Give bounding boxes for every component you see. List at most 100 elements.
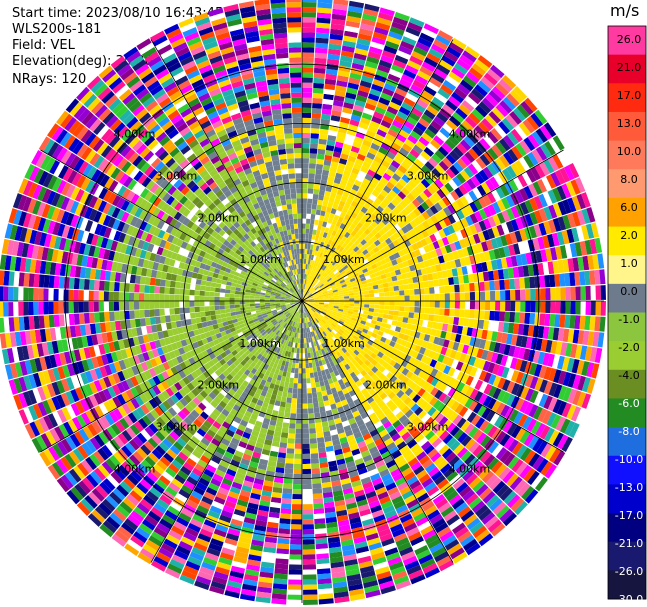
ppi-gate (311, 260, 315, 266)
ppi-gate (349, 119, 360, 127)
ppi-gate (359, 245, 366, 252)
ppi-gate (325, 73, 337, 81)
ppi-gate (302, 294, 304, 300)
ppi-gate (405, 214, 414, 223)
ppi-gate (329, 120, 340, 127)
ppi-gate (535, 338, 543, 351)
ppi-gate (345, 269, 352, 275)
ppi-gate (348, 264, 355, 270)
ppi-gate (350, 236, 357, 244)
ppi-gate (371, 189, 380, 198)
ppi-gate (347, 234, 354, 241)
ppi-gate (302, 238, 305, 244)
ppi-gate (554, 314, 561, 328)
ppi-gate (349, 72, 362, 81)
ppi-gate (302, 253, 305, 259)
ppi-gate (348, 205, 356, 212)
ppi-gate (303, 569, 317, 575)
ppi-gate (374, 197, 383, 206)
ppi-gate (385, 193, 394, 202)
ppi-gate (413, 225, 422, 235)
ppi-gate (345, 133, 355, 141)
ppi-gate (338, 268, 345, 274)
ppi-gate (425, 227, 434, 236)
ppi-gate (335, 264, 341, 270)
ppi-gate (454, 187, 464, 198)
ppi-gate (559, 273, 566, 287)
ppi-gate (428, 335, 436, 344)
ppi-gate (367, 125, 378, 134)
ppi-gate (442, 339, 450, 348)
ppi-gate (376, 168, 385, 177)
ppi-gate (481, 349, 489, 360)
ppi-gate (394, 305, 400, 311)
ppi-gate (390, 160, 401, 169)
ppi-gate (306, 279, 309, 285)
ppi-gate (479, 310, 485, 320)
ppi-gate (453, 276, 460, 285)
ppi-gate (483, 134, 495, 147)
ppi-gate (354, 179, 362, 187)
ppi-gate (556, 231, 565, 246)
ppi-gate (426, 217, 435, 227)
ppi-gate (352, 109, 363, 117)
ppi-gate (326, 262, 332, 269)
ppi-gate (347, 227, 354, 235)
ppi-gate (502, 322, 510, 333)
ppi-gate (342, 40, 356, 48)
ppi-gate (331, 110, 342, 117)
ppi-gate (308, 413, 315, 419)
ppi-gate (474, 222, 483, 233)
ppi-gate (371, 263, 378, 270)
ppi-gate (328, 130, 338, 137)
ppi-gate (345, 279, 351, 284)
ppi-gate (304, 289, 307, 295)
ppi-gate (355, 249, 362, 256)
ppi-gate (426, 185, 437, 195)
ppi-gate (313, 240, 318, 246)
ppi-gate (394, 115, 406, 125)
ppi-gate (312, 103, 322, 109)
ppi-gate (306, 213, 311, 219)
ppi-gate (342, 256, 349, 263)
ppi-gate (555, 341, 563, 355)
ppi-gate (314, 219, 319, 226)
ppi-gate (314, 272, 318, 278)
ppi-gate (351, 314, 358, 319)
ppi-gate (539, 161, 550, 176)
ppi-gate (381, 50, 396, 60)
ppi-gate (485, 179, 496, 192)
ppi-gate (359, 217, 367, 225)
ppi-gate (488, 341, 496, 352)
ppi-gate (518, 347, 526, 360)
ppi-gate (453, 317, 460, 326)
ppi-gate (311, 282, 315, 288)
ppi-gate (323, 159, 332, 166)
ppi-gate (480, 301, 486, 310)
ppi-gate (303, 284, 305, 290)
ppi-gate (321, 287, 327, 291)
ppi-gate (309, 372, 315, 378)
ppi-gate (344, 97, 356, 105)
ppi-gate (332, 236, 338, 243)
ppi-gate (591, 363, 600, 379)
ppi-gate (377, 265, 384, 272)
ppi-gate (388, 146, 399, 156)
ppi-gate (370, 242, 377, 250)
ppi-gate (394, 54, 409, 65)
ppi-gate (365, 209, 373, 218)
ppi-gate (282, 391, 288, 398)
ppi-gate (318, 282, 323, 287)
ppi-gate (333, 242, 339, 249)
ppi-gate (412, 276, 419, 283)
ppi-gate (451, 324, 459, 334)
ppi-gate (524, 312, 531, 325)
ppi-gate (372, 316, 378, 321)
ppi-gate (302, 294, 304, 299)
ppi-gate (339, 279, 346, 284)
ppi-gate (369, 46, 383, 55)
ppi-gate (285, 458, 294, 464)
ppi-gate (492, 270, 500, 281)
ppi-gate (382, 263, 389, 270)
ppi-gate (402, 278, 409, 285)
